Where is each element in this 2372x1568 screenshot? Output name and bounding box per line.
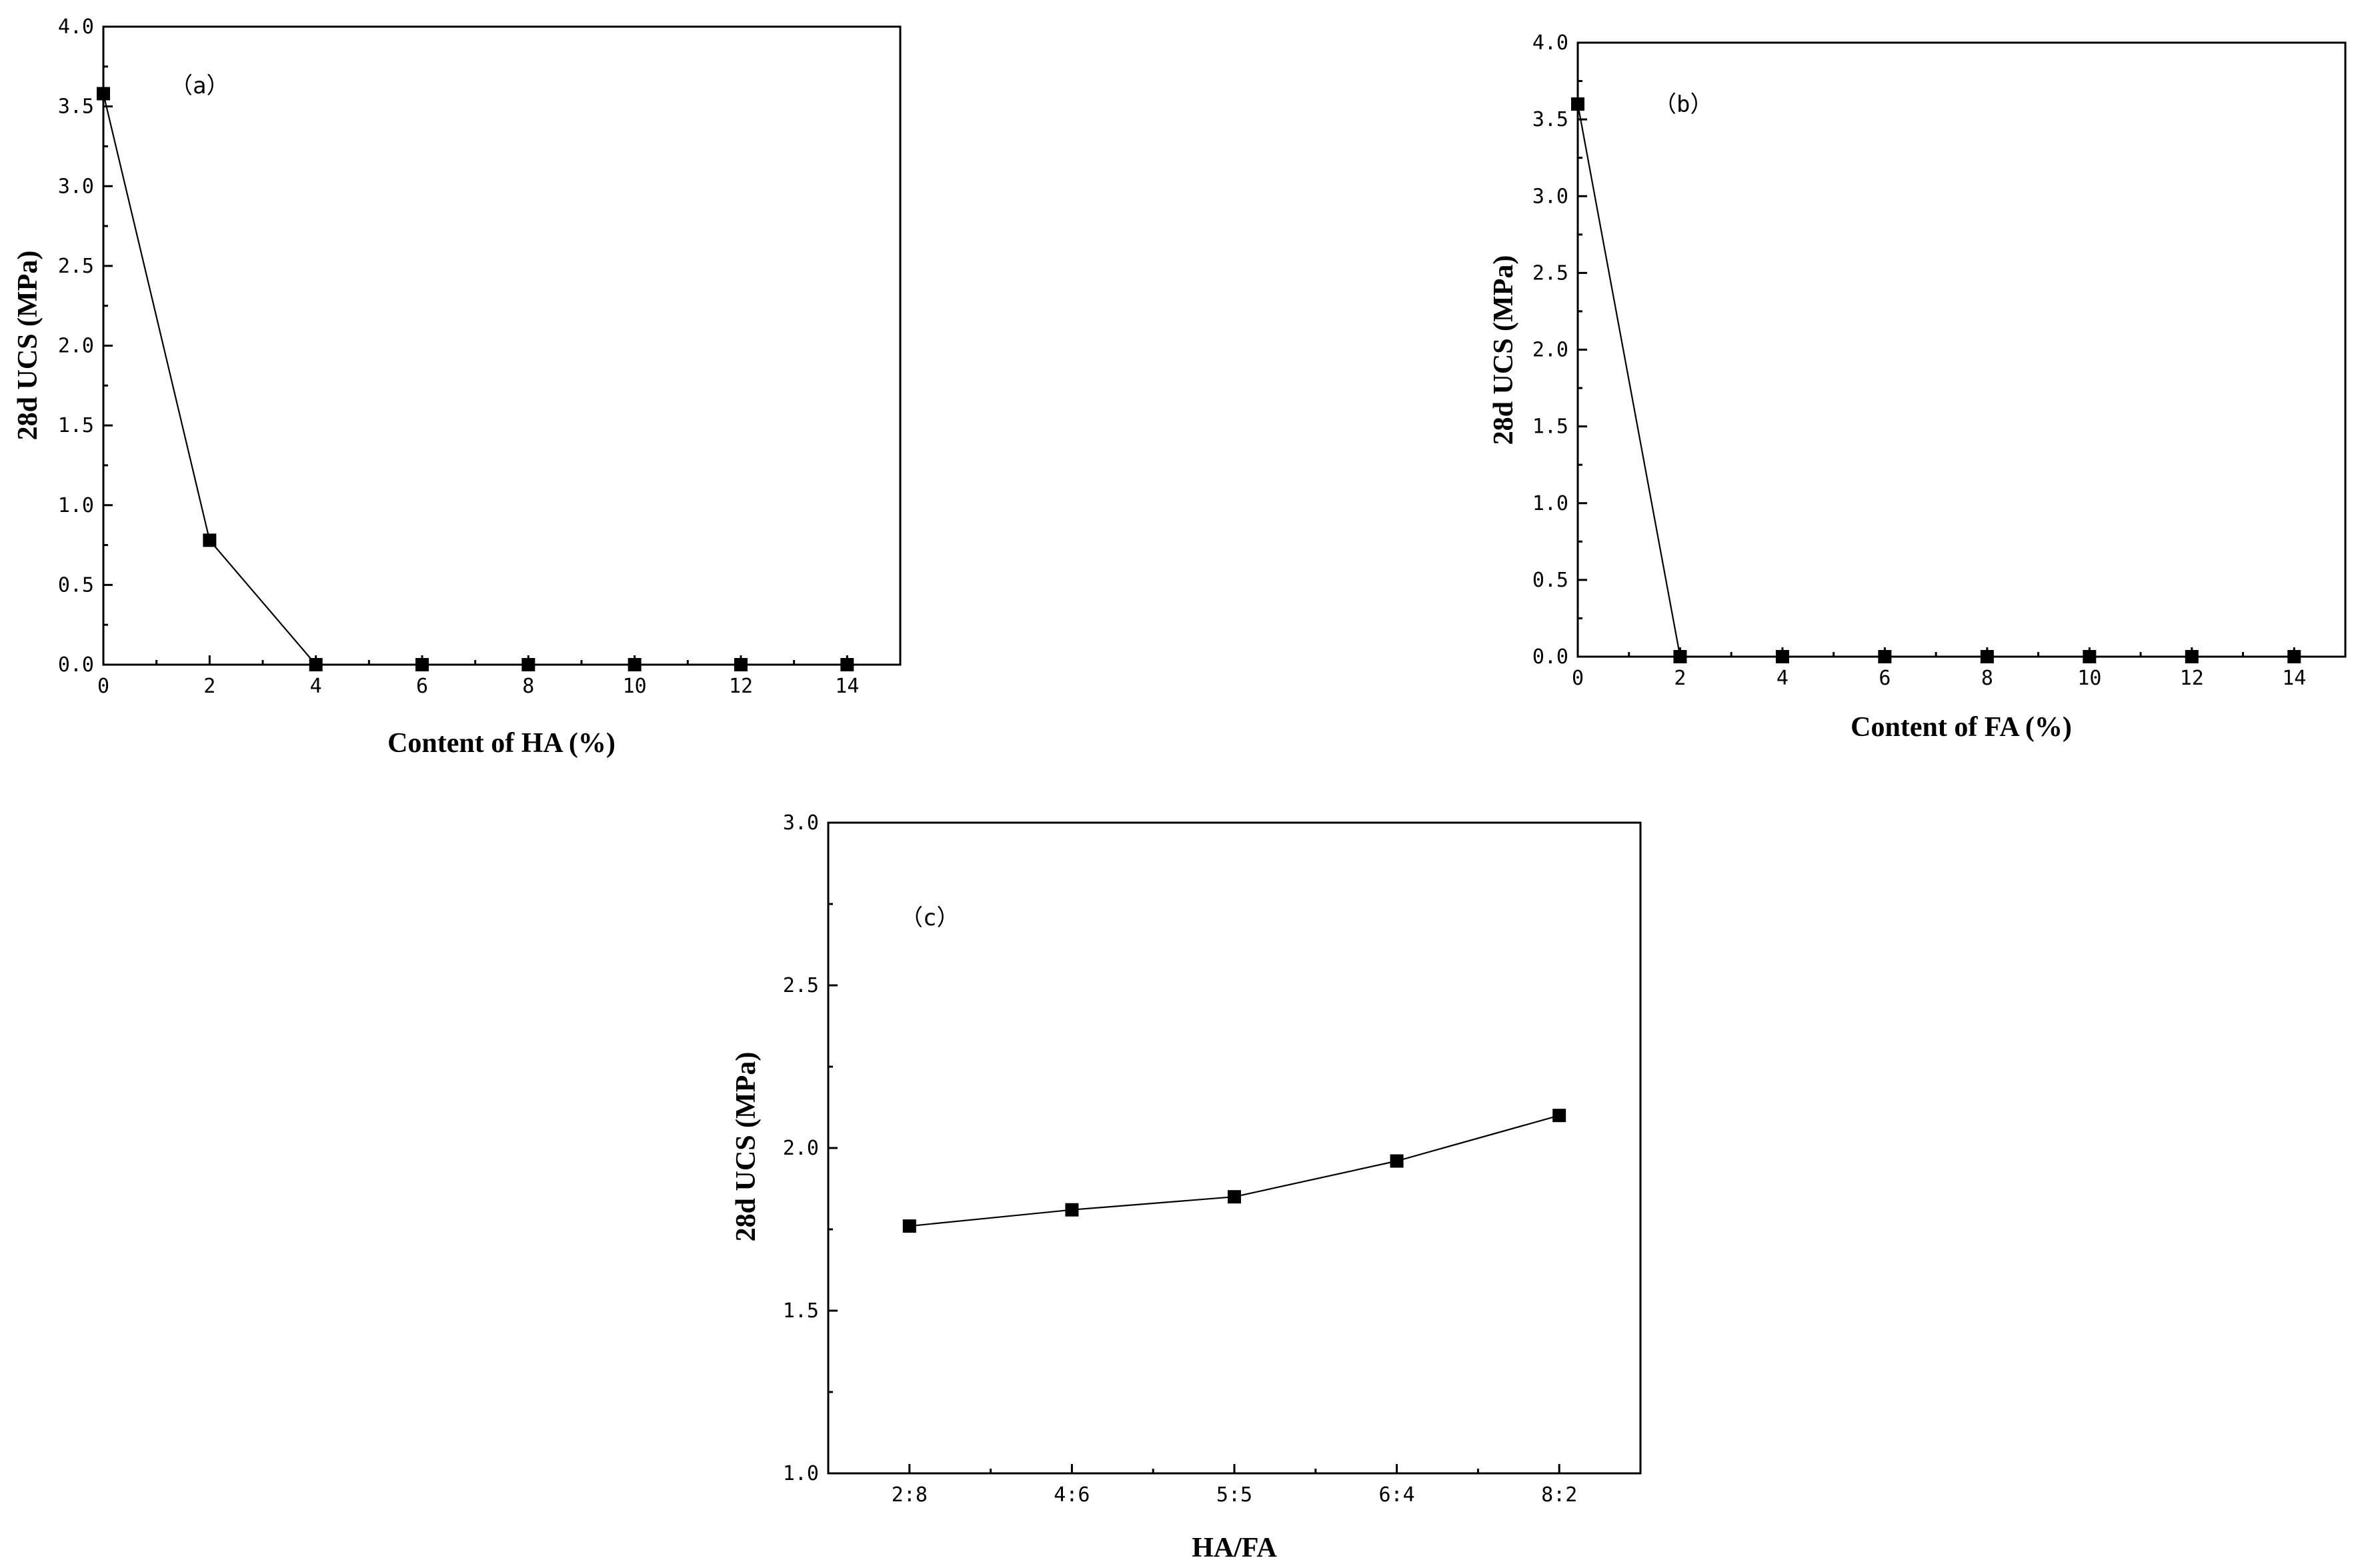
y-tick-label: 3.5 [1532,108,1568,131]
y-axis-title: 28d UCS (MPa) [13,251,43,441]
data-point [628,658,642,671]
x-tick-label: 0 [97,675,109,698]
y-tick-label: 1.5 [783,1299,819,1323]
plot-frame [102,25,902,666]
x-tick-label: 8 [1981,667,1993,690]
data-point [1228,1190,1241,1204]
x-tick-label: 6:4 [1379,1483,1415,1507]
y-tick-label: 0.5 [58,573,94,597]
series-line [909,1115,1560,1227]
y-tick-label: 0.0 [1532,645,1568,669]
y-tick-label: 1.5 [58,414,94,437]
x-tick-label: 4 [1776,667,1789,690]
x-tick-label: 8 [522,675,534,698]
y-tick-label: 2.5 [783,974,819,997]
y-tick-label: 1.0 [783,1462,819,1485]
x-tick-label: 12 [2180,667,2204,690]
y-tick-label: 1.5 [1532,415,1568,439]
data-point [415,658,429,671]
data-point [1673,650,1687,663]
series [902,1109,1566,1233]
panel-label: （a） [170,73,229,99]
data-point [1571,97,1584,111]
data-point [1878,650,1892,663]
x-tick-label: 2 [1674,667,1686,690]
data-point [1775,650,1789,663]
y-tick-label: 2.5 [1532,261,1568,285]
ticks [1576,41,2347,658]
data-point [1390,1154,1404,1168]
panel-c: （c） HA/FA 28d UCS (MPa) 2:8 4:6 5:5 6:4 8:2 1… [731,811,1642,1563]
y-tick-label: 2.5 [58,255,94,278]
series-line [102,93,848,666]
y-tick-label: 3.5 [58,95,94,119]
series [1571,97,2301,663]
x-axis-title: Content of HA (%) [387,728,616,759]
x-tick-label: 8:2 [1541,1483,1577,1507]
panel-b: （b） Content of FA (%) 28d UCS (MPa) 0 2 4 6… [1488,31,2347,743]
x-tick-label: 10 [2077,667,2101,690]
y-axis-title: 28d UCS (MPa) [1488,255,1519,445]
ticks [828,821,1560,1475]
x-tick-label: 4 [310,675,322,698]
y-tick-label: 4.0 [58,15,94,39]
y-tick-label: 0.0 [58,653,94,677]
data-point [1552,1109,1566,1123]
x-tick-label: 10 [623,675,647,698]
x-tick-label: 5:5 [1216,1483,1252,1507]
data-point [902,1219,916,1233]
panel-label: （c） [900,905,959,931]
x-tick-label: 2:8 [892,1483,928,1507]
plot-frame [1576,41,2347,658]
data-point [2083,650,2097,663]
x-tick-label: 14 [2282,667,2306,690]
y-tick-label: 3.0 [1532,185,1568,208]
y-tick-label: 2.0 [1532,339,1568,362]
x-tick-label: 0 [1572,667,1584,690]
x-axis-title: HA/FA [1192,1533,1277,1563]
data-point [2185,650,2199,663]
data-point [734,658,748,671]
panel-a: （a） Content of HA (%) 28d UCS (MPa) 0 2 4 6… [13,15,902,759]
y-tick-label: 1.0 [58,494,94,517]
y-tick-label: 2.0 [783,1137,819,1160]
y-tick-label: 4.0 [1532,31,1568,55]
y-tick-label: 0.5 [1532,569,1568,592]
data-point [840,658,854,671]
x-tick-label: 2 [203,675,215,698]
y-tick-label: 3.0 [58,175,94,198]
tick-labels: 0 2 4 6 8 10 12 14 0.0 0.5 1.0 1.5 2.0 2.5 3.0 3.5 4.0 [58,15,860,698]
x-tick-label: 4:6 [1054,1483,1090,1507]
series [97,87,854,671]
y-axis-title: 28d UCS (MPa) [731,1052,762,1242]
data-point [2287,650,2301,663]
series-line [1576,103,2295,658]
ticks [102,25,902,666]
tick-labels: 0 2 4 6 8 10 12 14 0.0 0.5 1.0 1.5 2.0 2.5 3.0 3.5 4.0 [1532,31,2307,690]
data-point [203,533,217,547]
data-point [521,658,535,671]
data-point [309,658,323,671]
panel-label: （b） [1654,91,1712,118]
x-tick-label: 6 [1879,667,1891,690]
x-tick-label: 6 [416,675,428,698]
y-tick-label: 3.0 [783,811,819,835]
y-tick-label: 1.0 [1532,492,1568,515]
data-point [97,87,110,101]
y-tick-label: 2.0 [58,335,94,358]
tick-labels: 2:8 4:6 5:5 6:4 8:2 1.0 1.5 2.0 2.5 3.0 [783,811,1577,1507]
x-axis-title: Content of FA (%) [1851,712,2072,743]
x-tick-label: 12 [729,675,753,698]
data-point [1980,650,1994,663]
x-tick-label: 14 [835,675,859,698]
data-point [1065,1203,1079,1217]
